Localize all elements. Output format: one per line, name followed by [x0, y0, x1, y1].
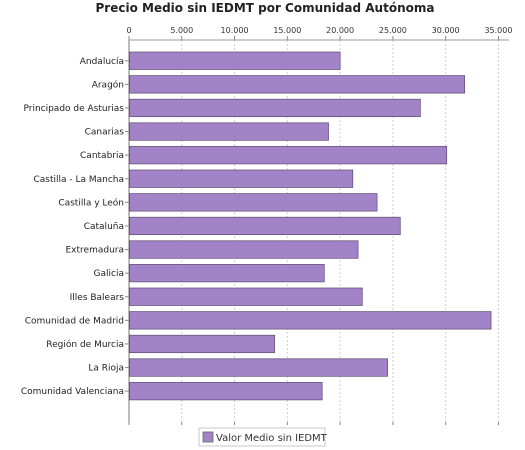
category-label: Comunidad Valenciana: [21, 387, 124, 397]
bar: [129, 358, 388, 377]
category-label: Comunidad de Madrid: [25, 316, 124, 326]
x-tick-labels: 0 5.000 10.000 15.000 20.000 25.000 30.000 35.0…: [126, 26, 512, 35]
bar: [129, 122, 329, 141]
bar: [129, 193, 378, 212]
x-tick-label: 30.000: [432, 26, 460, 35]
category-label: Illes Balears: [70, 293, 125, 303]
bar: [129, 382, 323, 401]
x-tick-label: 0: [126, 26, 131, 35]
bars: [129, 51, 492, 401]
category-label: La Rioja: [88, 364, 124, 374]
bar: [129, 146, 448, 165]
category-label: Principado de Asturias: [23, 104, 124, 114]
bar: [129, 287, 363, 306]
legend-swatch: [202, 431, 214, 443]
chart-title: Precio Medio sin IEDMT por Comunidad Aut…: [96, 1, 435, 15]
legend: Valor Medio sin IEDMT: [198, 427, 328, 447]
category-label: Andalucía: [80, 57, 124, 67]
category-label: Cataluña: [84, 222, 124, 232]
legend-frame: [198, 427, 326, 447]
bar: [129, 311, 492, 330]
bar: [129, 334, 276, 354]
category-label: Extremadura: [66, 246, 125, 256]
x-tick-label: 5.000: [170, 26, 193, 35]
x-tick-label: 25.000: [379, 26, 407, 35]
legend-label: Valor Medio sin IEDMT: [216, 433, 328, 444]
bar: [129, 169, 354, 188]
bar: [129, 75, 466, 94]
axes: [125, 36, 509, 425]
x-tick-label: 35.000: [484, 26, 512, 35]
bar: [129, 51, 341, 70]
bar: [129, 240, 359, 259]
x-tick-label: 15.000: [273, 26, 301, 35]
category-label: Galicia: [94, 269, 124, 279]
category-label: Región de Murcia: [46, 339, 124, 350]
category-label: Cantabria: [80, 151, 124, 161]
bar: [129, 264, 325, 283]
bar: [129, 98, 421, 118]
category-label: Canarias: [85, 128, 125, 138]
bar: [129, 216, 401, 236]
category-label: Aragón: [92, 79, 124, 90]
x-tick-label: 20.000: [326, 26, 354, 35]
category-label: Castilla - La Mancha: [33, 175, 124, 185]
x-tick-label: 10.000: [221, 26, 249, 35]
category-labels: Andalucía Aragón Principado de Asturias Can…: [21, 57, 124, 397]
category-label: Castilla y León: [58, 197, 124, 208]
